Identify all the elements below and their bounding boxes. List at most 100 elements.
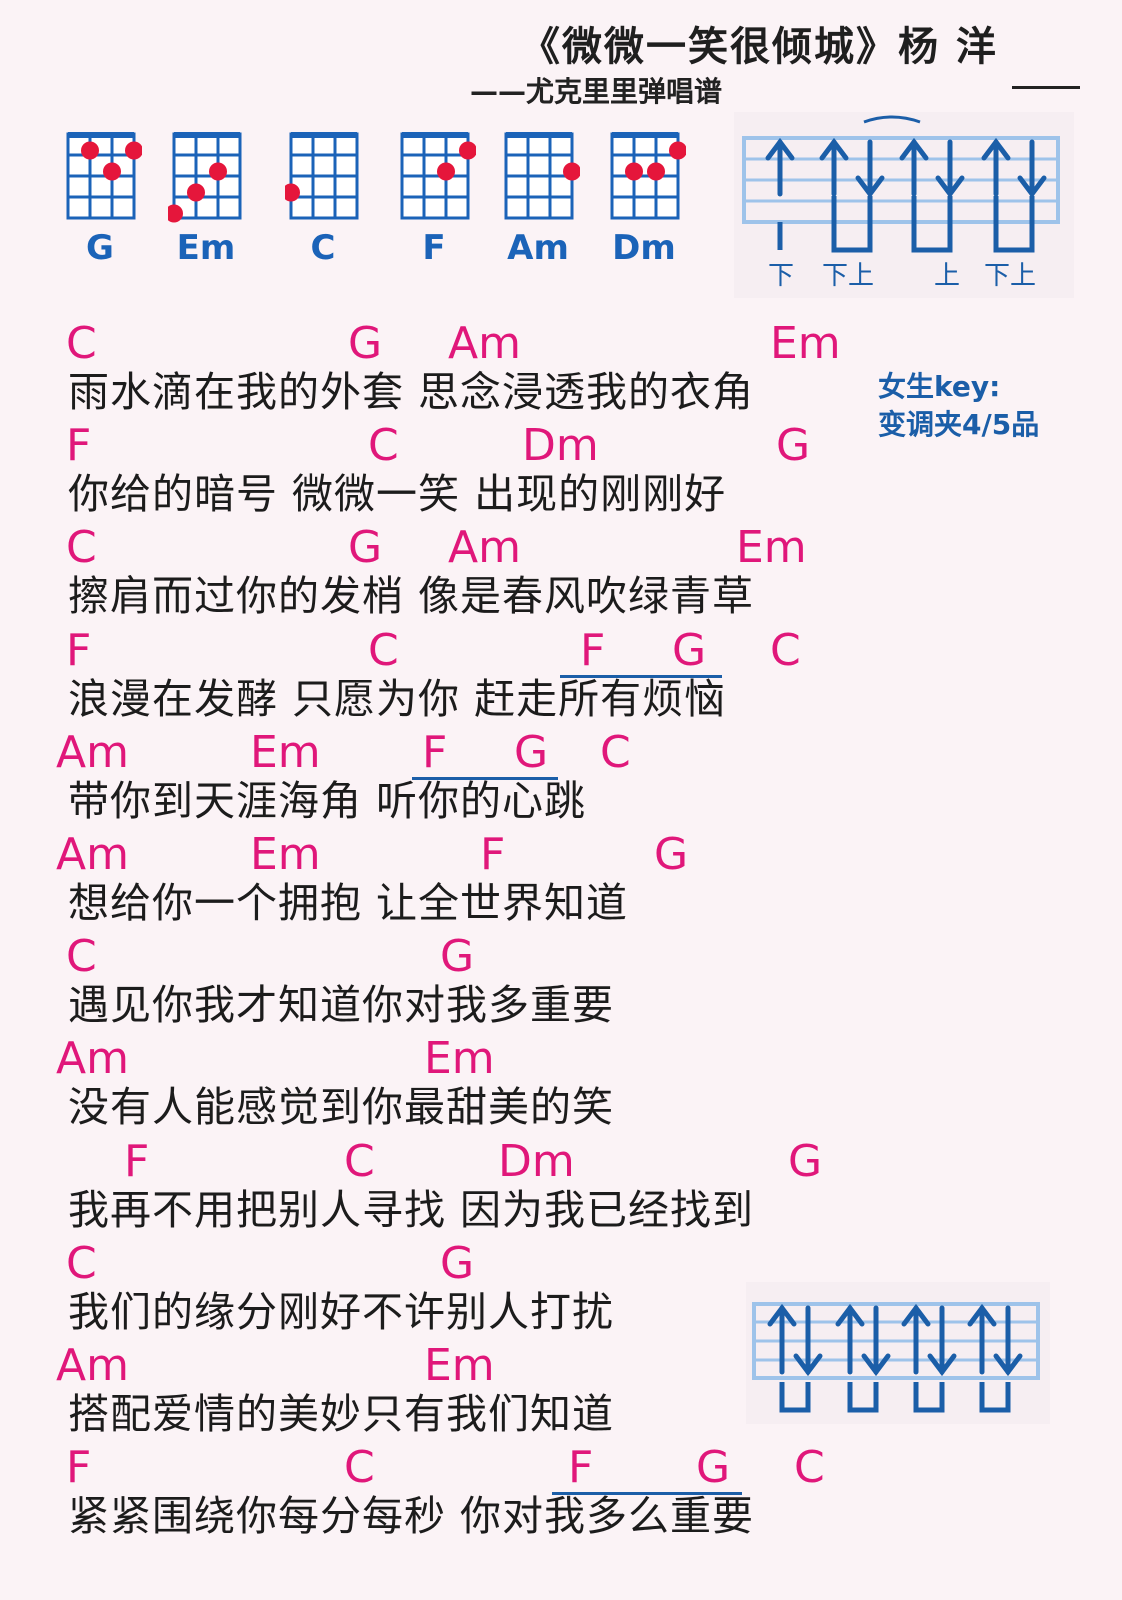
strum-arrow-down [993,1305,1023,1377]
strum-arrow-up [835,1303,865,1375]
chord-symbol: Em [736,522,807,574]
chord-symbol: G [440,931,475,983]
chord-symbol: F [568,1442,594,1494]
strum-arrows [765,137,1047,199]
chord-symbol: G [672,624,707,676]
finger-dot [647,162,665,181]
chord-diagram-label: F [422,228,446,268]
strum-arrow-up [765,137,795,197]
chord-symbol: C [344,1135,375,1187]
finger-dot [103,162,121,181]
chord-diagram-label: Am [507,228,569,268]
chord-symbol: F [66,624,92,676]
lyric-line: 遇见你我才知道你对我多重要 [68,981,614,1030]
chord-diagram-em [168,132,242,223]
chord-symbol: F [480,829,506,880]
chord-symbol: C [770,624,801,676]
strum-arrow-up [819,137,849,197]
chord-symbol: F [580,624,606,676]
strum-arrow-down [861,1305,891,1377]
strum-arrow-up [981,137,1011,197]
lyric-line: 我们的缘分刚好不许别人打扰 [68,1287,614,1336]
lyric-line: 雨水滴在我的外套 思念浸透我的衣角 [68,368,755,416]
chord-symbol: Am [448,318,521,369]
strum-arrow-up [901,1303,931,1375]
song-title: 《微微一笑很倾城》杨 洋 [520,24,998,70]
song-subtitle: ——尤克里里弹唱谱 [470,75,723,108]
strum-pattern-1: 下 下上 上 下上 [734,112,1074,298]
chord-symbol: F [422,726,448,778]
chord-symbol: F [66,420,92,472]
chord-symbol: G [348,522,383,574]
strum-arrow-down [927,1305,957,1377]
finger-dot [669,141,686,160]
lyric-line: 浪漫在发酵 只愿为你 赶走所有烦恼 [68,674,727,723]
finger-dot [125,141,142,160]
chord-diagram-label: C [310,228,336,268]
finger-dot [625,162,643,181]
strum-label-2: 下上 [822,261,874,291]
key-note: 女生key: 变调夹4/5品 [878,368,1039,444]
chord-symbol: Am [56,829,129,880]
strum-arrow-up [899,137,929,197]
strum-arrow-down [1017,139,1047,199]
finger-dot [437,162,455,181]
strum-arrows [767,1303,1023,1377]
chord-symbol: Em [770,318,841,369]
finger-dot [285,183,300,202]
lyric-line: 你给的暗号 微微一笑 出现的刚刚好 [68,470,727,519]
chord-symbol: Am [56,1340,129,1391]
chord-symbol: C [600,726,631,778]
lyric-line: 带你到天涯海角 听你的心跳 [68,776,587,825]
chord-symbol: C [66,318,97,369]
lyric-line: 擦肩而过你的发梢 像是春风吹绿青草 [68,572,755,621]
chord-diagram-c [285,132,359,220]
strum-arrow-down [793,1305,823,1377]
chord-diagram-dm [610,132,686,220]
chord-group-underline [412,776,558,780]
tie-arc [863,115,921,124]
chord-symbol: G [440,1237,475,1289]
chord-symbol: C [794,1442,825,1494]
strum-arrow-down [855,139,885,199]
chord-symbol: F [124,1135,150,1187]
strum-label-4: 下上 [984,261,1036,291]
lyric-line: 没有人能感觉到你最甜美的笑 [68,1083,614,1132]
chord-symbol: Dm [522,420,599,472]
strum-beat-markers [777,196,1035,253]
strum-arrow-down [935,139,965,199]
chord-symbol: Em [250,726,321,778]
chord-symbol: C [368,624,399,676]
chord-symbol: Em [424,1033,495,1085]
finger-dot [187,183,205,202]
chord-symbol: C [344,1442,375,1494]
chord-symbol: C [66,522,97,574]
chord-symbol: F [66,1442,92,1494]
chord-symbol: Am [448,522,521,574]
chord-symbol: Dm [498,1135,575,1187]
strum-label-3: 上 [934,261,960,291]
finger-dot [459,141,476,160]
chord-symbol: C [66,931,97,983]
chord-group-underline [552,1492,742,1496]
chord-diagram-label: Em [176,228,236,268]
finger-dot [563,162,580,181]
finger-dot [81,141,99,160]
strum-pattern-2 [746,1282,1050,1424]
chord-symbol: Em [424,1340,495,1391]
key-note-line-1: 女生key: [878,370,1001,403]
chord-symbol: G [788,1135,823,1187]
finger-dot [209,162,227,181]
chord-symbol: G [696,1442,731,1494]
chord-group-underline [560,674,722,678]
chord-diagram-f [400,132,476,220]
chord-symbol: C [368,420,399,472]
chord-symbol: G [776,420,811,472]
chord-diagram-am [504,132,580,220]
chord-symbol: G [348,318,383,369]
chord-diagram-g [66,132,142,220]
subtitle-trailing-dash [1012,86,1080,89]
strum-arrow-up [967,1303,997,1375]
chord-diagram-label: Dm [612,228,676,268]
chord-symbol: C [66,1237,97,1289]
